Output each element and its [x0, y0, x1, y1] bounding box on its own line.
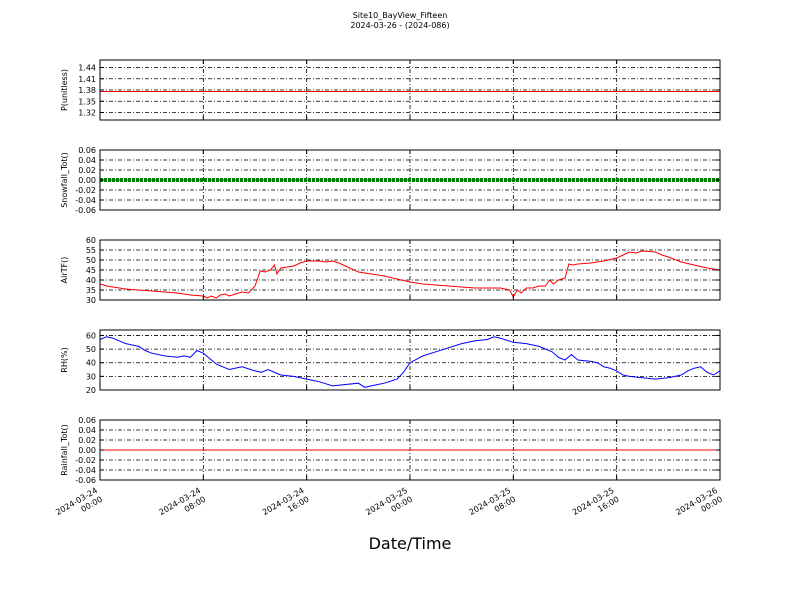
panel-4-ylabel: Rainfall_Tot() — [60, 424, 69, 476]
panel-4-ytick-label: 0.04 — [78, 426, 96, 435]
panel-4-ytick-label: -0.06 — [75, 476, 96, 485]
panel-1-ytick-label: -0.02 — [75, 186, 96, 195]
panel-3-series-line — [99, 336, 721, 388]
panel-1-ytick-label: -0.06 — [75, 206, 96, 215]
panel-0-ytick-label: 1.44 — [78, 64, 96, 73]
x-tick-label: 2024-03-2400:00 — [54, 486, 104, 526]
panel-1-ylabel: Snowfall_Tot() — [60, 152, 69, 208]
panel-0-ylabel: P(unitless) — [60, 69, 69, 111]
panel-2-ytick-label: 60 — [86, 236, 96, 245]
panel-1-ytick-label: 0.02 — [78, 166, 96, 175]
panel-2-ytick-label: 50 — [86, 256, 96, 265]
panel-2-ytick-label: 45 — [86, 266, 96, 275]
x-tick-label: 2024-03-2408:00 — [158, 486, 208, 526]
x-axis-label: Date/Time — [368, 534, 452, 553]
x-tick-label: 2024-03-2508:00 — [468, 486, 518, 526]
x-tick-label: 2024-03-2416:00 — [261, 486, 311, 526]
panel-3-ytick-label: 60 — [86, 331, 96, 340]
panel-3-ytick-label: 40 — [86, 359, 96, 368]
panel-1-ytick-label: 0.00 — [78, 176, 96, 185]
panel-1-ytick-label: 0.06 — [78, 146, 96, 155]
panel-3-ylabel: RH(%) — [60, 347, 69, 372]
panel-2-ytick-label: 40 — [86, 276, 96, 285]
chart-title: Site10_BayView_Fifteen — [352, 11, 448, 20]
panel-2-ylabel: AirTF() — [60, 257, 69, 284]
panel-3-ytick-label: 30 — [86, 372, 96, 381]
panel-3-ytick-label: 20 — [86, 386, 96, 395]
panel-0-ytick-label: 1.35 — [78, 97, 96, 106]
panel-2-ytick-label: 35 — [86, 286, 96, 295]
panel-4-ytick-label: 0.00 — [78, 446, 96, 455]
x-tick-label: 2024-03-2600:00 — [674, 486, 724, 526]
panel-2-series-line — [99, 250, 721, 299]
panel-4-ytick-label: -0.04 — [75, 466, 96, 475]
panel-0-ytick-label: 1.32 — [78, 109, 96, 118]
panel-0-ytick-label: 1.41 — [78, 75, 96, 84]
panel-4-ytick-label: 0.02 — [78, 436, 96, 445]
panel-4-ytick-label: -0.02 — [75, 456, 96, 465]
panel-0-ytick-label: 1.38 — [78, 86, 96, 95]
x-tick-label: 2024-03-2500:00 — [364, 486, 414, 526]
panel-2-ytick-label: 55 — [86, 246, 96, 255]
panel-1-ytick-label: 0.04 — [78, 156, 96, 165]
panel-2-ytick-label: 30 — [86, 296, 96, 305]
chart-subtitle: 2024-03-26 - (2024-086) — [350, 21, 450, 30]
panel-3-ytick-label: 50 — [86, 345, 96, 354]
x-tick-label: 2024-03-2516:00 — [571, 486, 621, 526]
panel-4-ytick-label: 0.06 — [78, 416, 96, 425]
panel-1-ytick-label: -0.04 — [75, 196, 96, 205]
